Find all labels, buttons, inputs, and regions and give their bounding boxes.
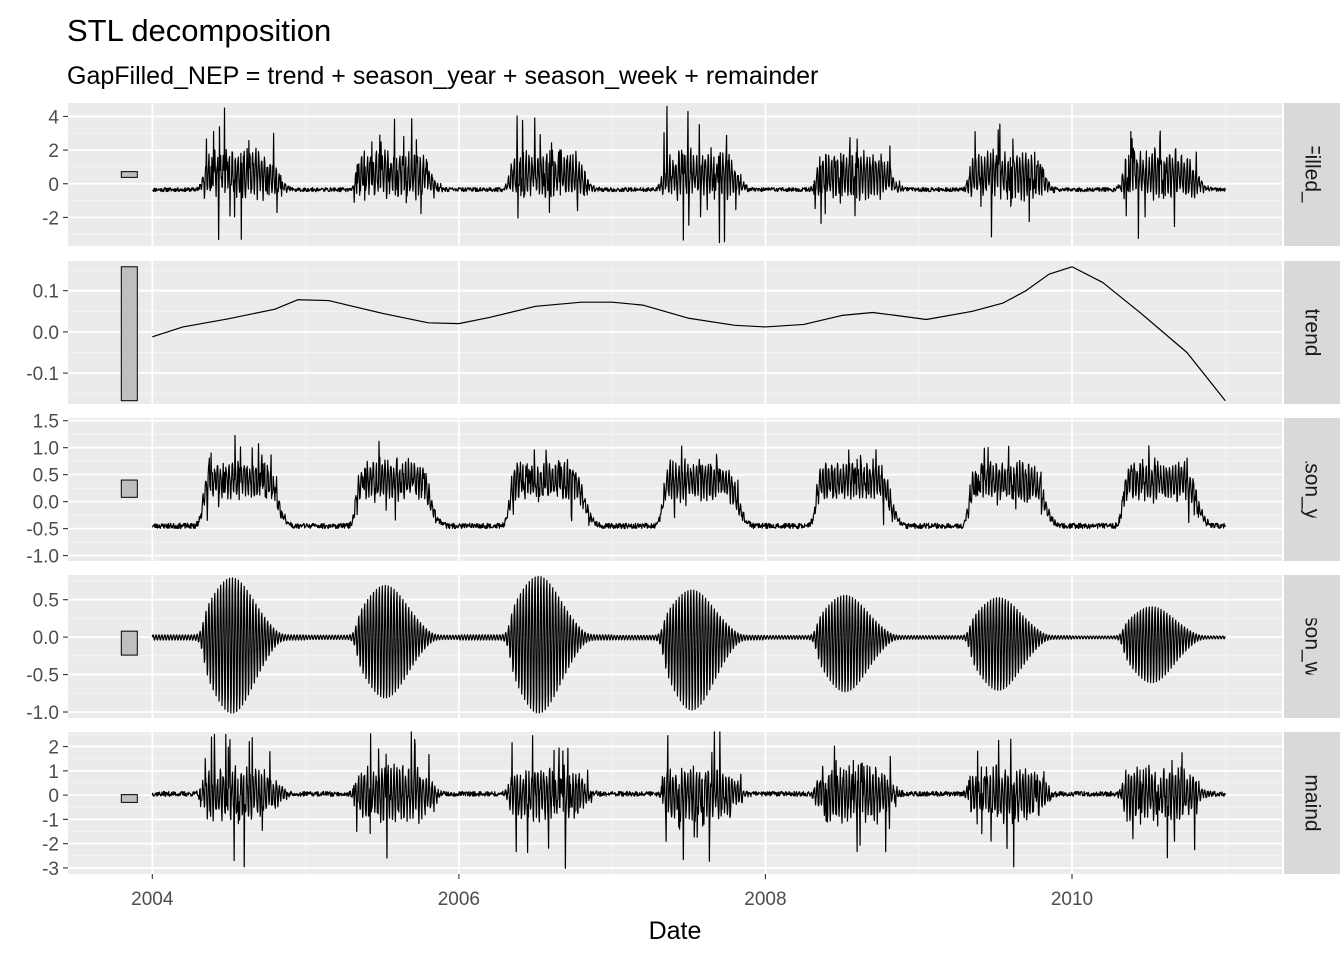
facet-strip-label: GapFilled_NEP (1301, 102, 1324, 247)
facet-strip (1284, 732, 1340, 874)
facet-strip-label: trend (1301, 309, 1324, 357)
y-tick-label: -3 (42, 859, 59, 880)
y-tick-label: -2 (42, 835, 59, 856)
chart-subtitle: GapFilled_NEP = trend + season_year + se… (67, 62, 818, 90)
y-tick-label: 0.0 (33, 323, 59, 344)
facet-strip (1284, 261, 1340, 404)
y-tick-label: 0.0 (33, 493, 59, 514)
facet-panels: -2 0 2 4 GapFilled_NEP -0.1 0.0 0.1 trend -1.0 -0.… (26, 102, 1340, 880)
y-tick-label: -1.0 (26, 547, 59, 568)
scale-bar (120, 171, 138, 178)
facet-panel-remainder: -3 -2 -1 0 1 2 remainder (42, 731, 1340, 880)
scale-bar (120, 479, 138, 498)
x-tick-label: 2006 (438, 889, 480, 910)
y-tick-label: 1.5 (33, 412, 59, 433)
y-tick-label: 0 (48, 786, 59, 807)
y-tick-label: -0.5 (26, 666, 59, 687)
y-tick-label: 4 (48, 107, 59, 128)
series-line-remainder (151, 731, 1226, 869)
y-tick-label: 2 (48, 738, 59, 759)
y-tick-label: 1.0 (33, 439, 59, 460)
y-tick-label: 0.5 (33, 466, 59, 487)
facet-panel-trend: -0.1 0.0 0.1 trend (26, 261, 1340, 404)
scale-bar (120, 630, 138, 656)
x-tick-label: 2008 (744, 889, 786, 910)
facet-strip (1284, 575, 1340, 718)
series-line-gapfilled-nep (152, 105, 1226, 244)
y-tick-label: 0.0 (33, 628, 59, 649)
chart-title: STL decomposition (67, 13, 331, 48)
y-tick-label: -1.0 (26, 703, 59, 724)
y-tick-label: -0.5 (26, 520, 59, 541)
scale-bar (120, 794, 138, 803)
y-tick-label: 0 (48, 175, 59, 196)
facet-strip-label: remainder (1301, 756, 1324, 851)
x-tick-label: 2010 (1051, 889, 1093, 910)
y-tick-label: 0.5 (33, 591, 59, 612)
y-tick-label: -2 (42, 208, 59, 229)
facet-strip-label: season_year (1301, 429, 1324, 549)
y-tick-label: -0.1 (26, 364, 59, 385)
scale-bar (120, 266, 138, 402)
y-tick-label: 0.1 (33, 282, 59, 303)
facet-panel-season-week: -1.0 -0.5 0.0 0.5 season_week (26, 575, 1340, 724)
y-tick-label: 2 (48, 141, 59, 162)
x-tick-label: 2004 (131, 889, 174, 910)
facet-strip-label: season_week (1301, 582, 1324, 711)
y-tick-label: 1 (48, 762, 59, 783)
facet-strip (1284, 418, 1340, 561)
x-axis: 2004 2006 2008 2010 (131, 874, 1093, 910)
series-line-season-year (151, 434, 1226, 530)
y-tick-label: -1 (42, 810, 59, 831)
facet-panel-gapfilled-nep: -2 0 2 4 GapFilled_NEP (42, 102, 1340, 247)
series-line-season-week (151, 575, 1226, 714)
x-axis-title: Date (649, 917, 702, 945)
facet-strip (1284, 103, 1340, 246)
facet-panel-season-year: -1.0 -0.5 0.0 0.5 1.0 1.5 season_year (26, 412, 1340, 568)
series-line-trend (152, 266, 1226, 402)
